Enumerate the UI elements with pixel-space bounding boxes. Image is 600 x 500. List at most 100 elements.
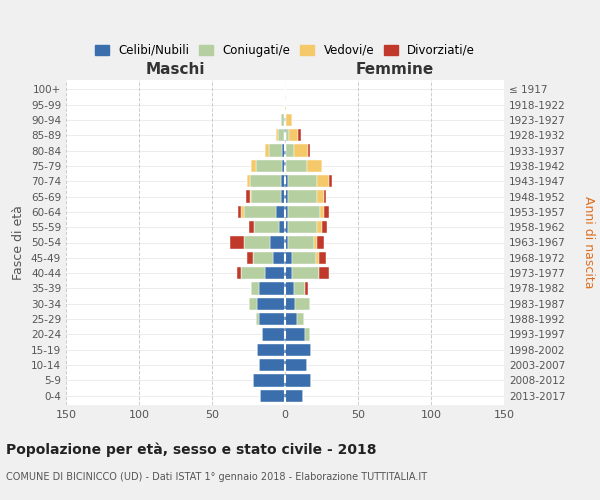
Bar: [292, 267, 319, 280]
Bar: [317, 190, 325, 202]
Bar: [298, 129, 301, 141]
Text: Popolazione per età, sesso e stato civile - 2018: Popolazione per età, sesso e stato civil…: [6, 442, 377, 457]
Bar: [285, 252, 292, 264]
Bar: [253, 252, 274, 264]
Bar: [317, 236, 325, 248]
Bar: [279, 221, 285, 234]
Bar: [285, 390, 302, 402]
Bar: [285, 221, 288, 234]
Bar: [256, 160, 282, 172]
Bar: [284, 129, 285, 141]
Bar: [288, 175, 317, 188]
Bar: [316, 252, 319, 264]
Bar: [230, 236, 244, 248]
Bar: [251, 190, 281, 202]
Bar: [292, 252, 316, 264]
Bar: [285, 190, 288, 202]
Y-axis label: Fasce di età: Fasce di età: [13, 205, 25, 280]
Bar: [286, 144, 294, 156]
Bar: [281, 175, 285, 188]
Bar: [260, 390, 285, 402]
Bar: [269, 144, 282, 156]
Bar: [285, 160, 286, 172]
Bar: [256, 313, 259, 326]
Bar: [289, 129, 298, 141]
Legend: Celibi/Nubili, Coniugati/e, Vedovi/e, Divorziati/e: Celibi/Nubili, Coniugati/e, Vedovi/e, Di…: [91, 40, 479, 60]
Text: Maschi: Maschi: [146, 62, 205, 77]
Bar: [245, 190, 250, 202]
Bar: [248, 221, 254, 234]
Bar: [319, 267, 329, 280]
Bar: [278, 129, 284, 141]
Text: Femmine: Femmine: [355, 62, 434, 77]
Bar: [295, 298, 310, 310]
Bar: [254, 221, 279, 234]
Bar: [282, 144, 285, 156]
Bar: [251, 160, 256, 172]
Bar: [317, 221, 322, 234]
Bar: [294, 282, 305, 294]
Bar: [325, 190, 326, 202]
Bar: [320, 206, 325, 218]
Bar: [251, 282, 259, 294]
Bar: [329, 175, 332, 188]
Bar: [285, 175, 288, 188]
Bar: [285, 359, 307, 372]
Bar: [265, 267, 285, 280]
Bar: [244, 236, 271, 248]
Bar: [288, 236, 314, 248]
Bar: [285, 129, 286, 141]
Bar: [237, 267, 241, 280]
Bar: [285, 282, 294, 294]
Bar: [265, 144, 269, 156]
Bar: [281, 190, 285, 202]
Bar: [285, 374, 311, 386]
Bar: [250, 175, 281, 188]
Bar: [285, 236, 288, 248]
Bar: [286, 129, 289, 141]
Bar: [244, 206, 276, 218]
Bar: [285, 144, 286, 156]
Bar: [285, 344, 311, 356]
Bar: [308, 144, 310, 156]
Bar: [285, 267, 292, 280]
Bar: [247, 252, 253, 264]
Bar: [288, 206, 320, 218]
Bar: [285, 328, 305, 340]
Bar: [257, 344, 285, 356]
Bar: [296, 313, 304, 326]
Bar: [285, 313, 296, 326]
Bar: [285, 98, 286, 110]
Text: COMUNE DI BICINICCO (UD) - Dati ISTAT 1° gennaio 2018 - Elaborazione TUTTITALIA.: COMUNE DI BICINICCO (UD) - Dati ISTAT 1°…: [6, 472, 427, 482]
Bar: [294, 144, 308, 156]
Bar: [276, 206, 285, 218]
Y-axis label: Anni di nascita: Anni di nascita: [582, 196, 595, 289]
Bar: [241, 206, 244, 218]
Bar: [247, 175, 250, 188]
Bar: [319, 252, 326, 264]
Bar: [281, 114, 284, 126]
Bar: [250, 190, 251, 202]
Bar: [284, 114, 285, 126]
Bar: [305, 328, 310, 340]
Bar: [259, 359, 285, 372]
Bar: [325, 206, 329, 218]
Bar: [276, 129, 278, 141]
Bar: [262, 328, 285, 340]
Bar: [285, 206, 288, 218]
Bar: [286, 160, 307, 172]
Bar: [317, 175, 329, 188]
Bar: [241, 267, 265, 280]
Bar: [274, 252, 285, 264]
Bar: [288, 190, 317, 202]
Bar: [314, 236, 317, 248]
Bar: [288, 221, 317, 234]
Bar: [282, 160, 285, 172]
Bar: [286, 114, 292, 126]
Bar: [253, 374, 285, 386]
Bar: [307, 160, 322, 172]
Bar: [285, 298, 295, 310]
Bar: [285, 114, 286, 126]
Bar: [238, 206, 241, 218]
Bar: [259, 313, 285, 326]
